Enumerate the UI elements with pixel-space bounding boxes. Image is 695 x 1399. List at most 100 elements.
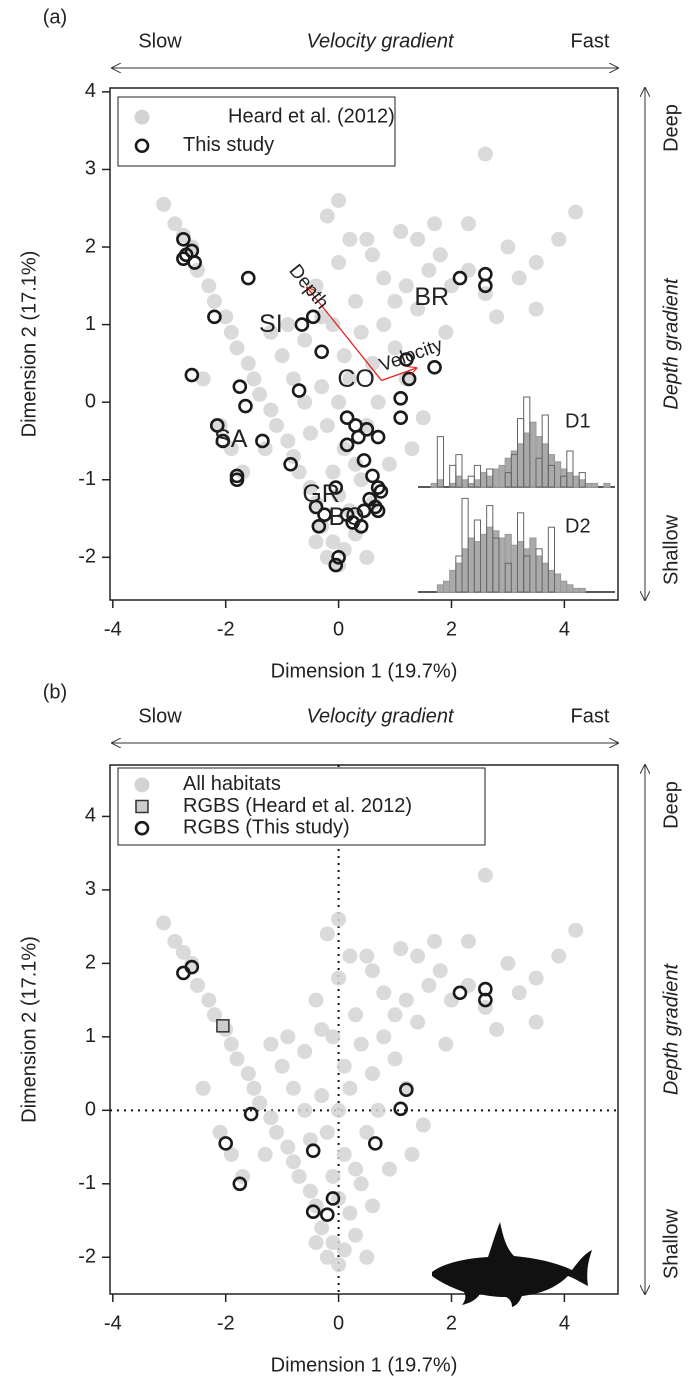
data-point <box>280 433 296 449</box>
data-point <box>257 1146 273 1162</box>
data-point <box>460 262 476 278</box>
data-point <box>243 1106 259 1122</box>
inset-bar-filled <box>449 482 457 488</box>
data-point <box>376 985 392 1001</box>
data-point <box>246 371 262 387</box>
data-point <box>263 1036 279 1052</box>
data-point <box>410 948 426 964</box>
data-point <box>359 948 375 964</box>
inset-bar-filled <box>492 468 500 488</box>
gradient-label: Velocity gradient <box>306 705 455 727</box>
data-point <box>325 317 341 333</box>
data-point <box>370 1102 386 1118</box>
y-tick-label: 1 <box>85 1025 96 1047</box>
data-point <box>460 216 476 232</box>
data-point <box>359 417 375 433</box>
data-point <box>305 1143 321 1159</box>
x-tick-label: 0 <box>333 1312 344 1334</box>
data-point <box>255 433 270 449</box>
inset-bar-filled <box>572 475 580 488</box>
data-point <box>285 1080 301 1096</box>
data-point <box>280 317 296 333</box>
data-point <box>331 1102 347 1118</box>
legend-marker <box>134 138 150 154</box>
data-point <box>167 216 183 232</box>
data-point <box>398 992 414 1008</box>
data-point <box>302 1132 318 1148</box>
inset-bar-filled <box>436 584 445 593</box>
data-point <box>297 1044 313 1060</box>
data-point <box>410 301 426 317</box>
data-point <box>398 371 414 387</box>
data-point <box>376 270 392 286</box>
data-point <box>328 557 344 573</box>
data-point <box>320 1207 335 1222</box>
data-point <box>427 216 443 232</box>
inset-bar-filled <box>541 562 549 593</box>
inset-bar-open <box>523 396 531 488</box>
data-point <box>215 433 231 449</box>
inset-bar-open <box>578 472 586 488</box>
data-point <box>478 278 493 294</box>
inset-label: D2 <box>565 515 591 537</box>
inset-bar-filled <box>603 482 611 488</box>
x-tick-label: -2 <box>217 1312 235 1334</box>
inset-bar-filled <box>578 479 586 488</box>
data-point <box>339 437 355 453</box>
data-point <box>319 417 335 433</box>
data-point <box>348 1007 364 1023</box>
gradient-label: Depth gradient <box>660 962 682 1095</box>
data-point <box>319 1249 335 1265</box>
data-point <box>336 542 352 558</box>
inset-bar-open <box>461 497 469 593</box>
x-tick-label: -4 <box>104 1312 122 1334</box>
plot-frame <box>109 87 619 601</box>
data-point <box>331 550 346 565</box>
data-point <box>325 1168 341 1184</box>
data-point <box>176 231 191 247</box>
data-point <box>381 456 397 472</box>
inset-bar-filled <box>554 461 562 488</box>
data-point <box>269 1124 285 1140</box>
y-tick-label: 2 <box>85 952 96 974</box>
data-point <box>218 309 234 325</box>
data-point <box>336 1146 352 1162</box>
data-point <box>339 507 355 522</box>
data-point <box>443 992 459 1008</box>
data-point <box>432 247 448 263</box>
legend-box <box>117 96 396 167</box>
x-axis-label: Dimension 1 (19.7%) <box>271 660 458 682</box>
data-point <box>325 534 341 550</box>
data-point <box>232 379 248 394</box>
x-tick-label: -4 <box>104 618 122 640</box>
inset-bar-filled <box>443 580 451 593</box>
data-point <box>252 386 268 402</box>
data-point <box>359 1124 375 1140</box>
data-point <box>489 309 505 325</box>
data-point <box>291 1168 307 1184</box>
data-point <box>297 332 313 348</box>
data-point <box>568 922 584 938</box>
data-point <box>314 1022 330 1037</box>
data-point <box>184 959 200 975</box>
data-point <box>314 1088 330 1104</box>
inset-bar-filled <box>584 482 592 488</box>
data-point <box>551 948 567 964</box>
data-point <box>305 309 321 325</box>
data-point <box>302 425 318 441</box>
inset-bar-filled <box>436 479 445 488</box>
inset-bar-filled <box>510 544 519 593</box>
inset-bar-filled <box>517 443 525 488</box>
data-point <box>308 992 324 1008</box>
data-point <box>263 1110 279 1126</box>
legend-label: This study <box>183 134 274 156</box>
inset-bar-open <box>517 512 525 593</box>
inset-bar-filled <box>535 436 543 488</box>
data-point <box>305 1204 321 1220</box>
loading-vector <box>307 287 383 381</box>
data-point <box>325 1029 341 1045</box>
data-point <box>393 941 409 957</box>
y-tick-label: -2 <box>78 546 96 568</box>
gradient-low: Shallow <box>660 514 682 585</box>
data-point <box>370 394 386 410</box>
